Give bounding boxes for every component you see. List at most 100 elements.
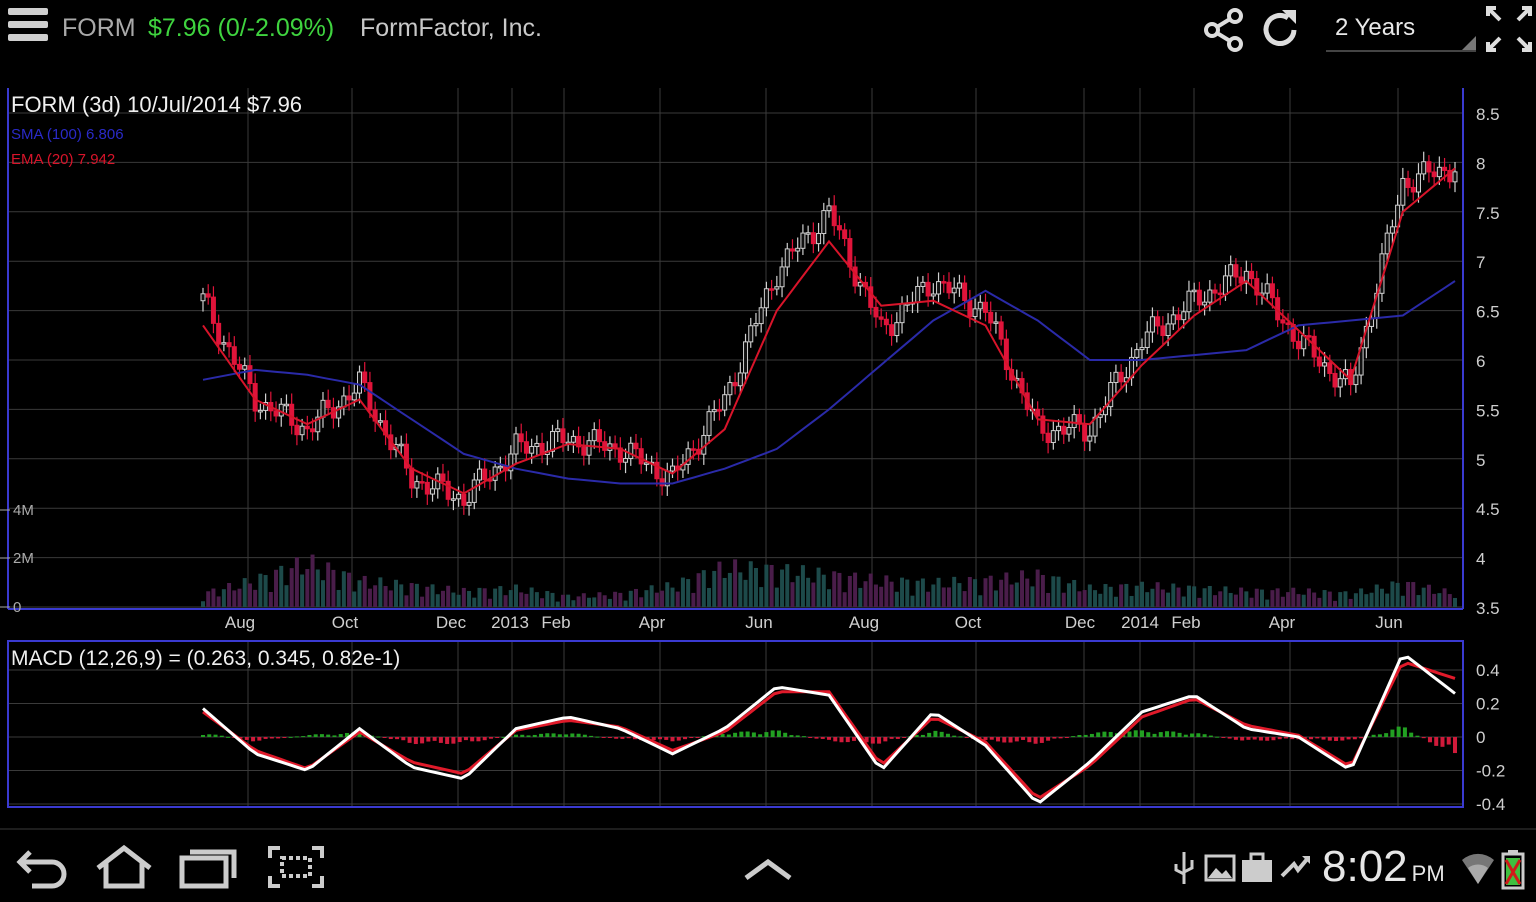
price-change: $7.96 (0/-2.09%) — [148, 14, 335, 42]
volume-bar — [555, 601, 560, 607]
macd-histogram-bar — [1002, 737, 1007, 743]
candle-body — [1426, 161, 1432, 173]
macd-histogram-bar — [589, 735, 594, 737]
candle-body — [1442, 166, 1448, 171]
volume-bar — [1348, 598, 1353, 607]
macd-histogram-bar — [1215, 736, 1220, 738]
macd-histogram-bar — [889, 737, 894, 739]
y-tick-label: 8.5 — [1476, 105, 1500, 124]
sma-legend: SMA (100) 6.806 — [11, 126, 124, 143]
candle-body — [670, 465, 675, 472]
candle-body — [242, 365, 248, 370]
candle-body — [476, 468, 482, 481]
candle-body — [529, 445, 535, 454]
candle-body — [1285, 322, 1291, 325]
volume-bar — [847, 575, 852, 607]
volume-bar — [1364, 594, 1369, 607]
candle-body — [273, 410, 279, 417]
candle-body — [623, 458, 629, 463]
macd-histogram-bar — [607, 737, 612, 738]
candle-body — [1389, 226, 1395, 234]
macd-histogram-bar — [1190, 733, 1195, 737]
volume-bar — [1207, 585, 1212, 607]
y-tick-label: 6 — [1476, 352, 1485, 371]
macd-histogram-bar — [457, 737, 462, 743]
candle-body — [956, 282, 962, 289]
candle-body — [690, 448, 696, 451]
volume-bar — [247, 583, 252, 607]
volume-bar — [988, 575, 993, 607]
back-icon[interactable] — [12, 844, 72, 890]
volume-bar — [1447, 594, 1452, 607]
candle-body — [1337, 378, 1343, 388]
macd-histogram-bar — [595, 736, 600, 738]
candle-body — [706, 411, 712, 436]
volume-bar — [978, 595, 983, 607]
macd-histogram-bar — [1165, 731, 1170, 737]
volume-bar — [894, 591, 899, 607]
volume-bar — [738, 572, 743, 607]
macd-histogram-bar — [1033, 737, 1038, 744]
candle-body — [1332, 372, 1338, 388]
candle-body — [638, 448, 644, 465]
volume-bar — [1374, 584, 1379, 607]
volume-bar — [707, 587, 712, 607]
range-selector[interactable]: 2 Years — [1326, 8, 1476, 52]
candle-body — [685, 448, 691, 465]
macd-histogram-bar — [382, 737, 387, 738]
candle-body — [873, 306, 879, 318]
candle-body — [758, 307, 764, 325]
volume-bar — [879, 586, 884, 607]
volume-bar — [868, 573, 873, 607]
volume-bar — [1333, 600, 1338, 607]
home-icon[interactable] — [94, 844, 154, 890]
candle-body — [1421, 161, 1427, 175]
candle-body — [1113, 371, 1119, 384]
volume-tick-label: 4M — [13, 502, 34, 519]
volume-bar — [1228, 592, 1233, 607]
candle-body — [1327, 362, 1333, 374]
volume-bar — [508, 590, 513, 607]
candle-body — [1118, 371, 1124, 383]
candle-body — [1061, 425, 1067, 435]
candle-body — [763, 288, 769, 309]
price-chart[interactable]: FORM (3d) 10/Jul/2014 $7.96 SMA (100) 6.… — [0, 0, 1536, 640]
macd-histogram-bar — [1321, 737, 1326, 740]
volume-bar — [639, 597, 644, 607]
recent-apps-icon[interactable] — [178, 844, 238, 890]
volume-bar — [1202, 588, 1207, 607]
volume-bar — [315, 569, 320, 607]
chevron-up-icon[interactable] — [738, 844, 798, 890]
app-toolbar: FORM $7.96 (0/-2.09%) FormFactor, Inc. 2… — [0, 0, 1536, 62]
candle-body — [414, 481, 420, 489]
macd-histogram-bar — [877, 737, 882, 744]
macd-histogram-bar — [1277, 737, 1282, 740]
macd-chart[interactable]: MACD (12,26,9) = (0.263, 0.345, 0.82e-1)… — [0, 638, 1536, 818]
refresh-icon[interactable] — [1256, 6, 1304, 54]
volume-bar — [409, 583, 414, 607]
candle-body — [1056, 425, 1062, 432]
macd-histogram-bar — [532, 734, 537, 737]
macd-line — [202, 655, 1456, 804]
candle-body — [946, 281, 952, 294]
volume-bar — [1442, 588, 1447, 607]
candle-body — [1243, 270, 1249, 284]
candle-body — [769, 288, 775, 291]
candle-body — [482, 468, 488, 481]
share-icon[interactable] — [1200, 6, 1248, 54]
candle-body — [962, 282, 968, 301]
screenshot-icon[interactable] — [266, 844, 326, 890]
volume-bar — [957, 583, 962, 607]
candle-body — [1087, 435, 1093, 442]
fullscreen-icon[interactable] — [1484, 4, 1534, 54]
candle-body — [826, 205, 832, 212]
candle-body — [1196, 289, 1202, 306]
macd-histogram-bar — [1334, 737, 1339, 741]
candle-body — [320, 399, 326, 418]
menu-icon[interactable] — [8, 8, 48, 48]
candle-body — [732, 382, 738, 387]
volume-bar — [999, 579, 1004, 607]
macd-histogram-bar — [514, 734, 518, 737]
macd-histogram-bar — [269, 737, 274, 739]
macd-histogram-bar — [301, 736, 306, 738]
